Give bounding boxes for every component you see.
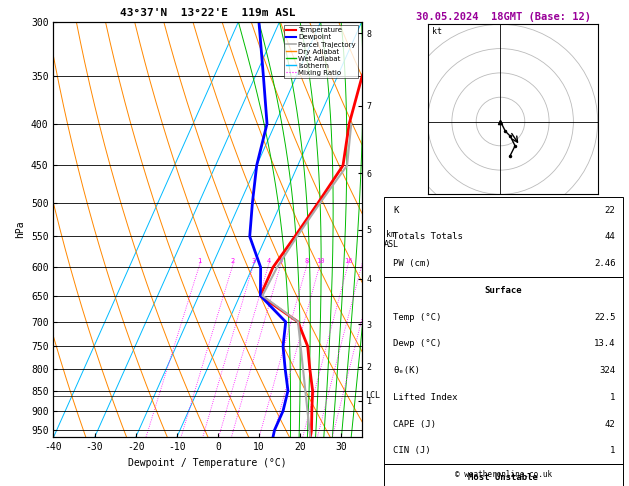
Temperature [379,19,386,25]
Text: 5: 5 [279,259,283,264]
Temperature [269,264,277,270]
Dewpoint [279,344,287,349]
Dewpoint [246,234,253,240]
Text: 3: 3 [252,259,255,264]
Temperature [308,408,316,414]
Parcel Trajectory [343,162,351,168]
Bar [384,464,623,486]
Text: Lifted Index: Lifted Index [393,393,458,402]
Parcel Trajectory [274,264,281,270]
Text: 2: 2 [231,259,235,264]
Dewpoint [255,19,263,25]
Text: 2.46: 2.46 [594,259,616,268]
Text: 42: 42 [605,419,616,429]
Text: PW (cm): PW (cm) [393,259,431,268]
Text: 1: 1 [198,259,202,264]
X-axis label: Dewpoint / Temperature (°C): Dewpoint / Temperature (°C) [128,458,287,468]
Line: Dewpoint: Dewpoint [250,22,288,437]
Dewpoint [270,427,278,433]
Text: 13.4: 13.4 [594,339,616,348]
Parcel Trajectory [306,434,314,440]
Temperature [257,293,264,298]
Dewpoint [282,319,289,325]
Text: CAPE (J): CAPE (J) [393,419,437,429]
Dewpoint [260,73,267,79]
Text: 1: 1 [610,393,616,402]
Dewpoint [257,293,264,298]
Parcel Trajectory [347,121,355,127]
Text: kt: kt [433,27,442,36]
Dewpoint [253,162,260,168]
Text: 30.05.2024  18GMT (Base: 12): 30.05.2024 18GMT (Base: 12) [416,12,591,22]
Text: LCL: LCL [365,391,380,400]
Dewpoint [281,366,289,372]
Dewpoint [257,264,264,270]
Bar [384,277,623,464]
Text: 10: 10 [316,259,324,264]
Text: 8: 8 [305,259,309,264]
Temperature [306,434,314,440]
Temperature [309,388,316,394]
Dewpoint [279,408,287,414]
Temperature [359,73,366,79]
Text: 22.5: 22.5 [594,312,616,322]
Dewpoint [269,434,277,440]
Parcel Trajectory [293,234,301,240]
Temperature [308,427,315,433]
Text: Dewp (°C): Dewp (°C) [393,339,442,348]
Temperature [339,162,347,168]
Text: 1: 1 [610,446,616,455]
Temperature [314,200,322,206]
Temperature [291,234,299,240]
Text: 22: 22 [605,206,616,215]
Text: Most Unstable: Most Unstable [468,473,538,482]
Text: 16: 16 [344,259,352,264]
Dewpoint [248,200,256,206]
Parcel Trajectory [259,293,266,298]
Text: CIN (J): CIN (J) [393,446,431,455]
Y-axis label: hPa: hPa [16,221,25,239]
Text: Temp (°C): Temp (°C) [393,312,442,322]
Temperature [306,366,314,372]
Text: 4: 4 [267,259,271,264]
Y-axis label: km
ASL: km ASL [384,230,399,249]
Text: 43°37'N  13°22'E  119m ASL: 43°37'N 13°22'E 119m ASL [120,8,296,18]
Text: K: K [393,206,399,215]
Parcel Trajectory [294,319,302,325]
Dewpoint [264,121,271,127]
Text: Totals Totals: Totals Totals [393,232,463,242]
Text: Surface: Surface [484,286,522,295]
Line: Parcel Trajectory: Parcel Trajectory [262,124,351,437]
Bar [384,197,623,277]
Temperature [345,121,353,127]
Text: © weatheronline.co.uk: © weatheronline.co.uk [455,469,552,479]
Temperature [294,319,302,325]
Text: θₑ(K): θₑ(K) [393,366,420,375]
Temperature [304,344,311,349]
Legend: Temperature, Dewpoint, Parcel Trajectory, Dry Adiabat, Wet Adiabat, Isotherm, Mi: Temperature, Dewpoint, Parcel Trajectory… [284,25,358,78]
Text: 324: 324 [599,366,616,375]
Line: Temperature: Temperature [260,22,382,437]
Parcel Trajectory [316,200,324,206]
Dewpoint [284,388,292,394]
Text: 44: 44 [605,232,616,242]
